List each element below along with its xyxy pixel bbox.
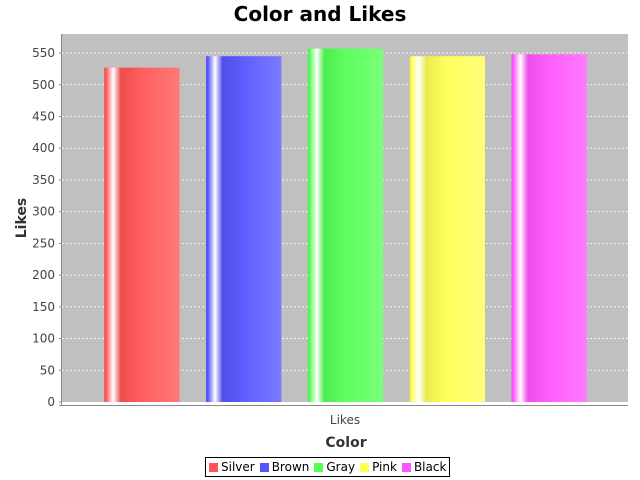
y-tick-label: 250 [32, 236, 55, 250]
legend-item-black: Black [401, 460, 447, 474]
y-axis-label: Likes [14, 198, 30, 238]
y-tick-labels: 0 50 100 150 200 250 300 350 400 450 500 550 [32, 46, 55, 409]
y-tick-label: 550 [32, 46, 55, 60]
legend-item-silver: Silver [209, 460, 255, 474]
y-tick-label: 450 [32, 109, 55, 123]
legend-item-pink: Pink [360, 460, 397, 474]
legend-swatch [259, 462, 269, 472]
legend-swatch [209, 462, 218, 472]
legend-swatch [360, 462, 370, 472]
legend-label: Pink [372, 460, 397, 474]
bar-silver [104, 67, 180, 402]
bar-pink [409, 56, 485, 402]
legend-label: Brown [271, 460, 310, 474]
y-tick-label: 400 [32, 141, 55, 155]
legend: Silver Brown Gray Pink Black [205, 457, 451, 477]
x-tick-label: Likes [330, 413, 360, 427]
legend-label: Black [413, 460, 447, 474]
legend-swatch [314, 462, 324, 472]
legend-item-gray: Gray [314, 460, 355, 474]
y-tick-label: 300 [32, 205, 55, 219]
legend-swatch [401, 462, 411, 472]
bar-gray [307, 48, 384, 402]
bars [104, 48, 587, 403]
legend-item-brown: Brown [259, 460, 310, 474]
bar-black [511, 54, 587, 403]
legend-label: Gray [326, 460, 356, 474]
legend-label: Silver [221, 460, 255, 474]
axes [59, 34, 628, 406]
x-axis-label: Color [325, 435, 366, 451]
y-tick-label: 150 [32, 300, 55, 314]
y-tick-label: 100 [32, 332, 55, 346]
y-tick-label: 200 [32, 268, 55, 282]
chart-title: Color and Likes [234, 2, 407, 26]
y-tick-label: 350 [32, 173, 55, 187]
bar-brown [206, 56, 282, 402]
y-tick-label: 50 [40, 363, 55, 377]
y-tick-label: 500 [32, 78, 55, 92]
y-tick-label: 0 [47, 395, 55, 409]
